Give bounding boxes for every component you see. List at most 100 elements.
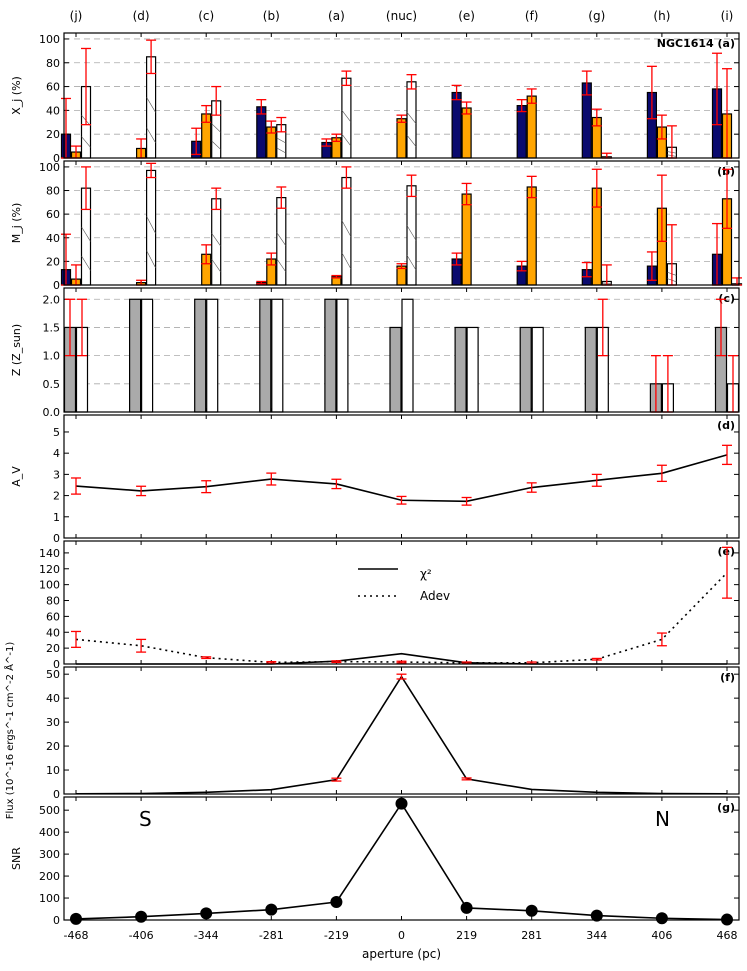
top-label: (i) [721,9,734,23]
panel-c: 0.0 0.5 1.0 1.5 2.0 Z (Z_sun) (c) [10,287,740,419]
panel-label: (b) [717,165,735,178]
panel-g: 0 100 200 300 400 500 SNR (g) S N -468 -406 -344 -281… [10,796,740,961]
y-tick-label: 0 [53,788,60,801]
y-tick-label: 2 [53,490,60,503]
y-tick-label: 0.5 [43,378,61,391]
bar-Z_young [129,298,142,413]
y-tick-label: 20 [46,255,60,268]
bar-young [451,91,462,159]
panel-label: (g) [717,801,735,814]
x-tick-label: -468 [64,929,89,942]
data-point [70,912,82,925]
x-tick-label: 406 [651,929,672,942]
bar-Z_old [336,298,349,413]
bar-old [406,81,417,159]
y-tick-label: 30 [46,716,60,729]
y-tick-label: 400 [39,826,60,839]
panel-label: NGC1614 (a) [657,37,735,50]
y-tick-label: 10 [46,764,60,777]
bar-hatch [81,255,91,271]
legend-label-adev: Adev [420,589,450,603]
top-label: (g) [588,9,605,23]
bar-hatch [81,226,91,242]
bar-hatch [341,252,352,270]
legend-label-chi2: χ² [420,567,432,581]
bar-hatch [406,134,417,147]
y-tick-label: 500 [39,804,60,817]
y-tick-label: 0 [53,658,60,671]
panel-frame [63,160,740,286]
top-label: (d) [133,9,150,23]
series-line-main [75,454,728,503]
data-point [265,903,278,916]
bar-intermediate [526,95,537,159]
y-tick-label: 100 [39,161,60,174]
y-tick-label: 0 [53,532,60,545]
bar-Z_old [531,326,544,413]
bar-intermediate [396,118,407,159]
data-point [200,907,213,920]
data-point [395,797,408,810]
top-label: (f) [525,9,539,23]
y-tick-label: 200 [39,870,60,883]
x-tick-label: 281 [521,929,542,942]
y-axis-label: SNR [10,847,23,870]
bar-old [276,197,287,286]
bar-intermediate [461,193,472,286]
y-axis-label: Z (Z_sun) [10,324,23,376]
y-tick-label: 2.0 [43,293,61,306]
y-tick-label: 5 [53,426,60,439]
series-line-main [75,802,728,921]
top-label: (nuc) [386,9,417,23]
y-tick-label: 0 [53,914,60,927]
panel-f: 0 10 20 30 40 50 Flux (10^-16 ergs^-1 cm^-2 Å^… [3,642,740,819]
y-tick-label: 60 [46,610,60,623]
y-tick-label: 100 [39,579,60,592]
panel-label: (c) [718,292,735,305]
top-aperture-labels: (j) (d) (c) (b) (a) (nuc) (e) (f) (g) (h) (i) [70,9,734,23]
bar-hatch [341,133,352,147]
bar-Z_young [454,326,467,413]
y-tick-label: 40 [46,692,60,705]
y-tick-label: 1 [53,511,60,524]
bar-Z_young [259,298,272,413]
bar-hatch [146,127,156,143]
bar-hatch [341,220,352,237]
y-tick-label: 20 [46,128,60,141]
panel-label: (d) [717,419,735,432]
bar-hatch [276,137,286,144]
y-axis-label: M_j (%) [10,203,23,244]
y-tick-label: 140 [39,547,60,560]
y-axis-label: X_j (%) [10,76,23,115]
bar-Z_old [141,298,154,413]
bar-hatch [146,250,156,268]
y-tick-label: 60 [46,81,60,94]
bar-Z_young [389,326,402,413]
y-tick-label: 0 [53,152,60,165]
bar-hatch [406,255,417,271]
data-point [135,910,148,923]
top-label: (b) [263,9,280,23]
top-label: (a) [328,9,345,23]
top-label: (j) [70,9,83,23]
series-line-main [75,675,728,795]
x-tick-label: 0 [398,929,405,942]
panel-label: (e) [717,545,735,558]
x-tick-label: -406 [129,929,154,942]
x-tick-label: 468 [717,929,738,942]
panel-frame [63,666,740,795]
x-tick-label: -344 [194,929,219,942]
y-tick-label: 50 [46,668,60,681]
bar-old [406,185,417,286]
y-tick-label: 120 [39,563,60,576]
bar-Z_young [584,326,597,413]
x-axis-label: aperture (pc) [362,947,441,961]
y-tick-label: 0 [53,279,60,292]
y-tick-label: 100 [39,892,60,905]
panel-label: (f) [720,671,735,684]
annotation-N: N [655,807,670,831]
panel-a: 0 20 40 60 80 100 X_j (%) NGC1614 (a) [10,32,740,165]
panel-frame [63,287,740,413]
